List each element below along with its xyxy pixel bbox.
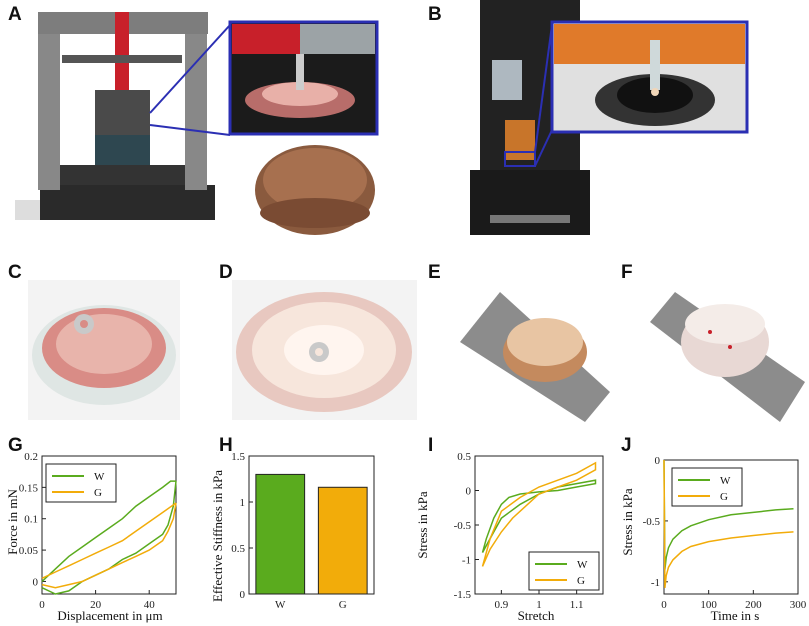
chart-i-ytick-label: 0 <box>466 486 472 498</box>
chart-i-ylabel: Stress in kPa <box>415 491 430 558</box>
chart-j-legend <box>671 467 743 507</box>
chart-g-xtick-label: 40 <box>144 599 156 611</box>
photo-sample-white-matter <box>650 292 805 422</box>
chart-g-series-g-loading <box>41 502 177 579</box>
chart-i-xtick-label: 0.9 <box>494 599 508 611</box>
chart-j-ylabel: Stress in kPa <box>620 488 635 555</box>
chart-i-series-w <box>481 479 597 553</box>
chart-i-legend <box>528 551 600 591</box>
chart-j-legend-label: G <box>720 491 728 503</box>
panel-label-d: D <box>219 262 233 283</box>
panel-label-b: B <box>428 4 442 25</box>
photo-rheometer <box>470 0 749 235</box>
chart-h-xtick-label: W <box>275 599 286 611</box>
chart-h-bar-w <box>255 473 306 595</box>
photo-brain-dish-top <box>28 280 180 420</box>
chart-h-ytick-label: 0 <box>240 589 246 601</box>
photo-brain-dish-section <box>232 280 417 420</box>
panel-label-g: G <box>8 435 23 456</box>
chart-j-ytick-label: -0.5 <box>643 516 661 528</box>
chart-j-ytick-label: 0 <box>655 455 661 467</box>
chart-h-bar-g <box>317 486 368 595</box>
chart-h-ytick-label: 1.5 <box>231 451 245 463</box>
panel-label-f: F <box>621 262 633 283</box>
chart-i-series-g <box>481 461 597 567</box>
chart-g-ytick-label: 0.1 <box>24 514 38 526</box>
panel-label-e: E <box>428 262 441 283</box>
chart-i-ytick-label: 0.5 <box>457 451 471 463</box>
panel-label-h: H <box>219 435 233 456</box>
chart-i-xlabel: Stretch <box>518 608 555 623</box>
chart-j-xtick-label: 300 <box>790 599 807 611</box>
chart-i-legend-label: G <box>577 575 585 587</box>
panel-label-a: A <box>8 4 22 25</box>
chart-g-ytick-label: 0.15 <box>19 482 39 494</box>
chart-i-stress-stretch: 0.5 0 -0.5 -1 -1.5 0.9 1 1.1 WG Stress in kPa St… <box>415 451 604 623</box>
chart-j-xtick-label: 0 <box>661 599 667 611</box>
chart-g-ytick-label: 0.05 <box>19 545 39 557</box>
chart-j-legend-label: W <box>720 475 731 487</box>
panel-label-c: C <box>8 262 22 283</box>
chart-g-ytick-label: 0 <box>33 576 39 588</box>
panel-label-j: J <box>621 435 632 456</box>
photo-testing-machine <box>15 12 379 235</box>
chart-i-ytick-label: -1.5 <box>454 589 472 601</box>
chart-g-series-g-unloading <box>41 502 177 589</box>
chart-i-xtick-label: 1 <box>536 599 542 611</box>
chart-g-ylabel: Force in mN <box>5 489 20 555</box>
chart-g-xlabel: Displacement in μm <box>57 608 162 623</box>
chart-j-xtick-label: 200 <box>745 599 762 611</box>
chart-i-ytick-label: -0.5 <box>454 520 472 532</box>
chart-g-xtick-label: 20 <box>90 599 102 611</box>
chart-j-series-g <box>663 459 794 588</box>
chart-h-xtick-label: G <box>339 599 347 611</box>
chart-g-series-w-loading <box>41 480 176 583</box>
chart-h-stiffness: 0 0.5 1 1.5 W G Effective Stiffness in kPa <box>210 451 375 611</box>
chart-g-legend <box>45 463 117 503</box>
chart-i-ytick-label: -1 <box>462 555 471 567</box>
chart-j-xlabel: Time in s <box>711 608 760 623</box>
chart-j-xtick-label: 100 <box>700 599 717 611</box>
chart-g-legend-label: W <box>94 471 105 483</box>
chart-h-ytick-label: 1 <box>240 497 246 509</box>
chart-h-ylabel: Effective Stiffness in kPa <box>210 470 225 602</box>
chart-g-ytick-label: 0.2 <box>24 451 38 463</box>
chart-g-force-displacement: 0 0.05 0.1 0.15 0.2 0 20 40 WG Force in mN Displ… <box>5 451 177 623</box>
chart-g-series-w-unloading <box>41 481 177 595</box>
chart-g-legend-label: G <box>94 487 102 499</box>
chart-h-ytick-label: 0.5 <box>231 543 245 555</box>
chart-j-ytick-label: -1 <box>651 577 660 589</box>
panel-label-i: I <box>428 435 434 456</box>
photo-sample-grey-matter <box>460 292 610 422</box>
chart-i-xtick-label: 1.1 <box>570 599 584 611</box>
chart-i-legend-label: W <box>577 559 588 571</box>
chart-j-series-w <box>663 459 794 570</box>
chart-g-xtick-label: 0 <box>39 599 45 611</box>
